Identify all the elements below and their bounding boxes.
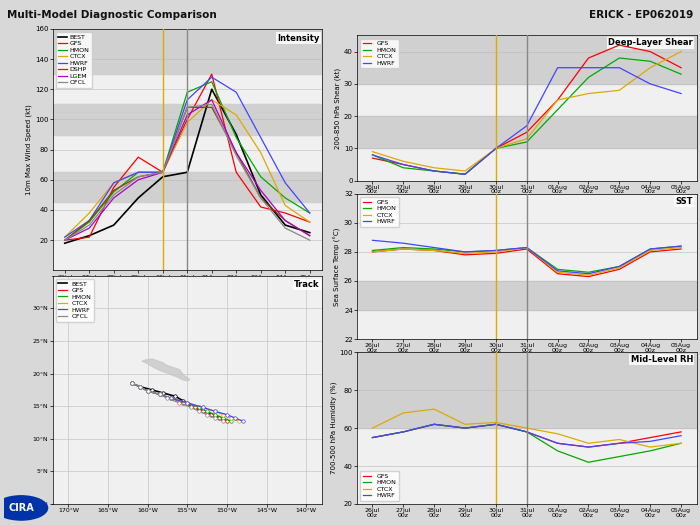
Bar xyxy=(357,281,696,310)
Text: Mid-Level RH: Mid-Level RH xyxy=(631,355,693,364)
Bar xyxy=(52,104,322,134)
Bar xyxy=(357,352,696,428)
Legend: BEST, GFS, HMON, CTCX, HWRF, OFCL: BEST, GFS, HMON, CTCX, HWRF, OFCL xyxy=(55,279,94,322)
Text: Multi-Model Diagnostic Comparison: Multi-Model Diagnostic Comparison xyxy=(7,10,217,20)
Circle shape xyxy=(0,496,48,520)
Y-axis label: 200-850 hPa Shear (kt): 200-850 hPa Shear (kt) xyxy=(335,68,341,149)
Y-axis label: Sea Surface Temp (°C): Sea Surface Temp (°C) xyxy=(334,227,341,306)
Bar xyxy=(357,36,696,84)
Y-axis label: 700-500 hPa Humidity (%): 700-500 hPa Humidity (%) xyxy=(330,382,337,475)
Text: Track: Track xyxy=(294,280,319,289)
Bar xyxy=(52,29,322,74)
Text: SST: SST xyxy=(676,197,693,206)
Bar xyxy=(52,172,322,203)
Legend: GFS, HMON, CTCX, HWRF: GFS, HMON, CTCX, HWRF xyxy=(360,197,399,227)
Bar xyxy=(357,116,696,149)
Text: ERICK - EP062019: ERICK - EP062019 xyxy=(589,10,693,20)
Legend: GFS, HMON, CTCX, HWRF: GFS, HMON, CTCX, HWRF xyxy=(360,471,399,501)
Text: CIRA: CIRA xyxy=(8,503,34,513)
Text: Intensity: Intensity xyxy=(277,34,319,43)
Polygon shape xyxy=(142,359,190,381)
Legend: BEST, GFS, HMON, CTCX, HWRF, DSHP, LGEM, OFCL: BEST, GFS, HMON, CTCX, HWRF, DSHP, LGEM,… xyxy=(55,32,92,88)
Text: Deep-Layer Shear: Deep-Layer Shear xyxy=(608,38,693,47)
Legend: GFS, HMON, CTCX, HWRF: GFS, HMON, CTCX, HWRF xyxy=(360,38,399,68)
Y-axis label: 10m Max Wind Speed (kt): 10m Max Wind Speed (kt) xyxy=(26,104,32,195)
